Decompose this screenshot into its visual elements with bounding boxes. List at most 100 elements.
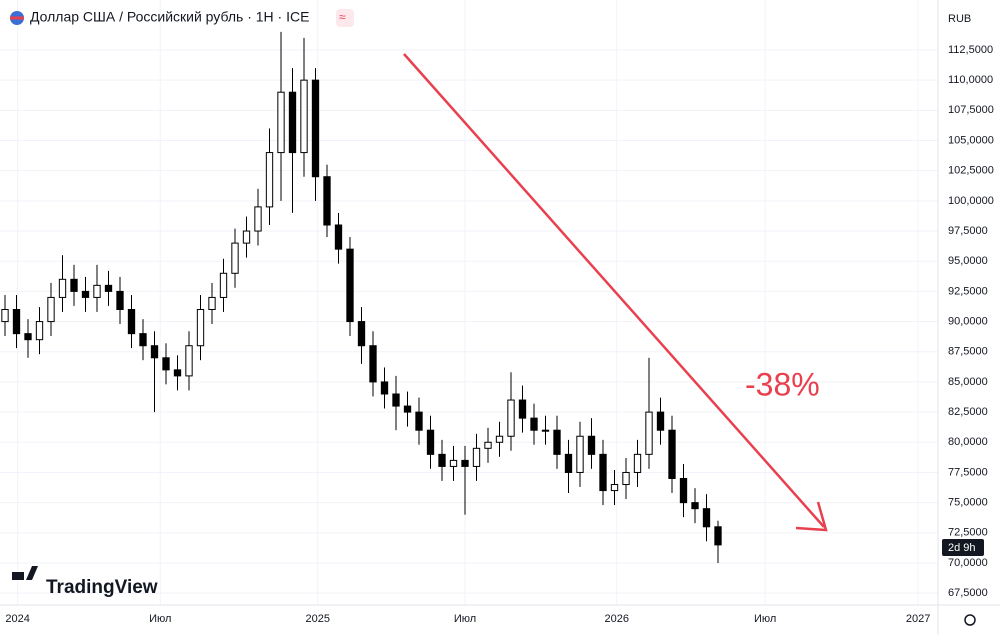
candle-body	[403, 405, 412, 413]
candle-body	[173, 369, 182, 377]
x-tick-label: 2027	[906, 613, 930, 625]
y-tick-label: 82,5000	[948, 406, 988, 418]
settings-icon[interactable]	[964, 614, 976, 626]
chart-title: Доллар США / Российский рубль · 1Н · ICE	[30, 9, 309, 25]
candle-body	[633, 453, 642, 473]
candle-body	[231, 242, 239, 274]
y-tick-label: 87,5000	[948, 346, 988, 358]
x-tick-label: Июл	[454, 613, 476, 625]
trend-arrow-head	[795, 501, 828, 532]
y-tick-label: 80,0000	[948, 436, 988, 448]
y-tick-label: 75,0000	[948, 497, 988, 509]
candle-body	[334, 224, 343, 250]
y-tick-label: 95,0000	[948, 255, 988, 267]
y-tick-label: 100,0000	[948, 195, 994, 207]
candle-body	[541, 429, 550, 432]
candle-body	[1, 309, 9, 323]
candle-body	[346, 248, 354, 323]
candle-body	[679, 477, 688, 504]
candle-body	[323, 176, 331, 226]
annotation: -38%	[745, 366, 820, 402]
candle-body	[219, 272, 228, 298]
trend-arrow	[403, 53, 825, 528]
candle-body	[599, 453, 607, 492]
y-tick-label: 90,0000	[948, 315, 988, 327]
candle-body	[208, 296, 216, 311]
brand-name: TradingView	[46, 577, 158, 598]
candle-body	[564, 453, 573, 473]
candles	[1, 31, 722, 563]
candle-body	[58, 278, 67, 298]
axes: 67,5000 70,0000 72,5000 75,0000 77,5000 80,00…	[5, 44, 993, 625]
candle-body	[185, 345, 193, 377]
candle-body	[196, 309, 205, 347]
candle-body	[668, 429, 676, 479]
candle-body	[35, 321, 44, 341]
candle-body	[116, 290, 124, 311]
candle-body	[93, 284, 101, 298]
y-tick-label: 112,5000	[948, 44, 993, 56]
candle-body	[300, 79, 308, 154]
y-tick-label: 67,5000	[948, 587, 988, 599]
candle-body	[380, 381, 389, 395]
y-tick-label: 85,0000	[948, 376, 988, 388]
y-tick-label: 97,5000	[948, 225, 988, 237]
y-tick-label: 102,5000	[948, 165, 994, 177]
candle-body	[461, 459, 469, 467]
candle-body	[415, 411, 423, 431]
candle-body	[24, 333, 32, 341]
y-tick-label: 105,0000	[948, 134, 994, 146]
x-tick-label: 2025	[306, 613, 330, 625]
candle-body	[449, 459, 458, 467]
candle-body	[645, 411, 653, 455]
candle-body	[587, 435, 596, 455]
currency-label: RUB	[948, 13, 971, 25]
badge-icon: ≈	[339, 10, 346, 24]
candle-body	[553, 429, 561, 455]
brand-logo: TradingView	[12, 566, 158, 598]
candle-body	[392, 393, 400, 407]
candle-body	[702, 508, 711, 528]
candle-body	[426, 429, 435, 455]
candle-body	[104, 284, 113, 292]
candle-body	[495, 435, 504, 443]
y-tick-label: 72,5000	[948, 527, 988, 539]
candle-body	[127, 309, 136, 335]
y-tick-label: 92,5000	[948, 285, 988, 297]
header: Доллар США / Российский рубль · 1Н · ICE…	[10, 9, 354, 27]
candle-body	[576, 435, 584, 473]
candle-body	[714, 526, 722, 546]
candle-body	[691, 502, 699, 510]
candle-body	[507, 399, 515, 437]
candle-body	[265, 152, 274, 208]
candle-body	[242, 230, 251, 244]
x-tick-label: Июл	[149, 613, 171, 625]
candle-body	[622, 471, 630, 486]
candle-body	[12, 309, 21, 335]
candle-body	[518, 399, 527, 419]
candle-body	[81, 290, 90, 298]
countdown: 2d 9h	[948, 542, 976, 554]
x-tick-label: 2026	[605, 613, 629, 625]
candle-body	[369, 345, 377, 383]
x-tick-label: Июл	[754, 613, 776, 625]
y-tick-label: 70,0000	[948, 557, 988, 569]
candle-body	[139, 333, 147, 347]
candle-body	[656, 411, 665, 431]
candle-body	[70, 278, 78, 292]
candle-body	[150, 345, 159, 359]
candle-body	[254, 206, 262, 232]
candle-body	[47, 296, 55, 323]
candle-body	[311, 79, 320, 178]
candle-body	[277, 91, 285, 154]
candle-body	[484, 441, 492, 449]
y-tick-label: 77,5000	[948, 466, 988, 478]
candle-body	[610, 484, 619, 492]
settings-gear[interactable]	[964, 614, 976, 626]
countdown-box	[942, 539, 984, 556]
candle-body	[438, 453, 446, 467]
candle-body	[357, 321, 366, 347]
y-tick-label: 107,5000	[948, 104, 994, 116]
